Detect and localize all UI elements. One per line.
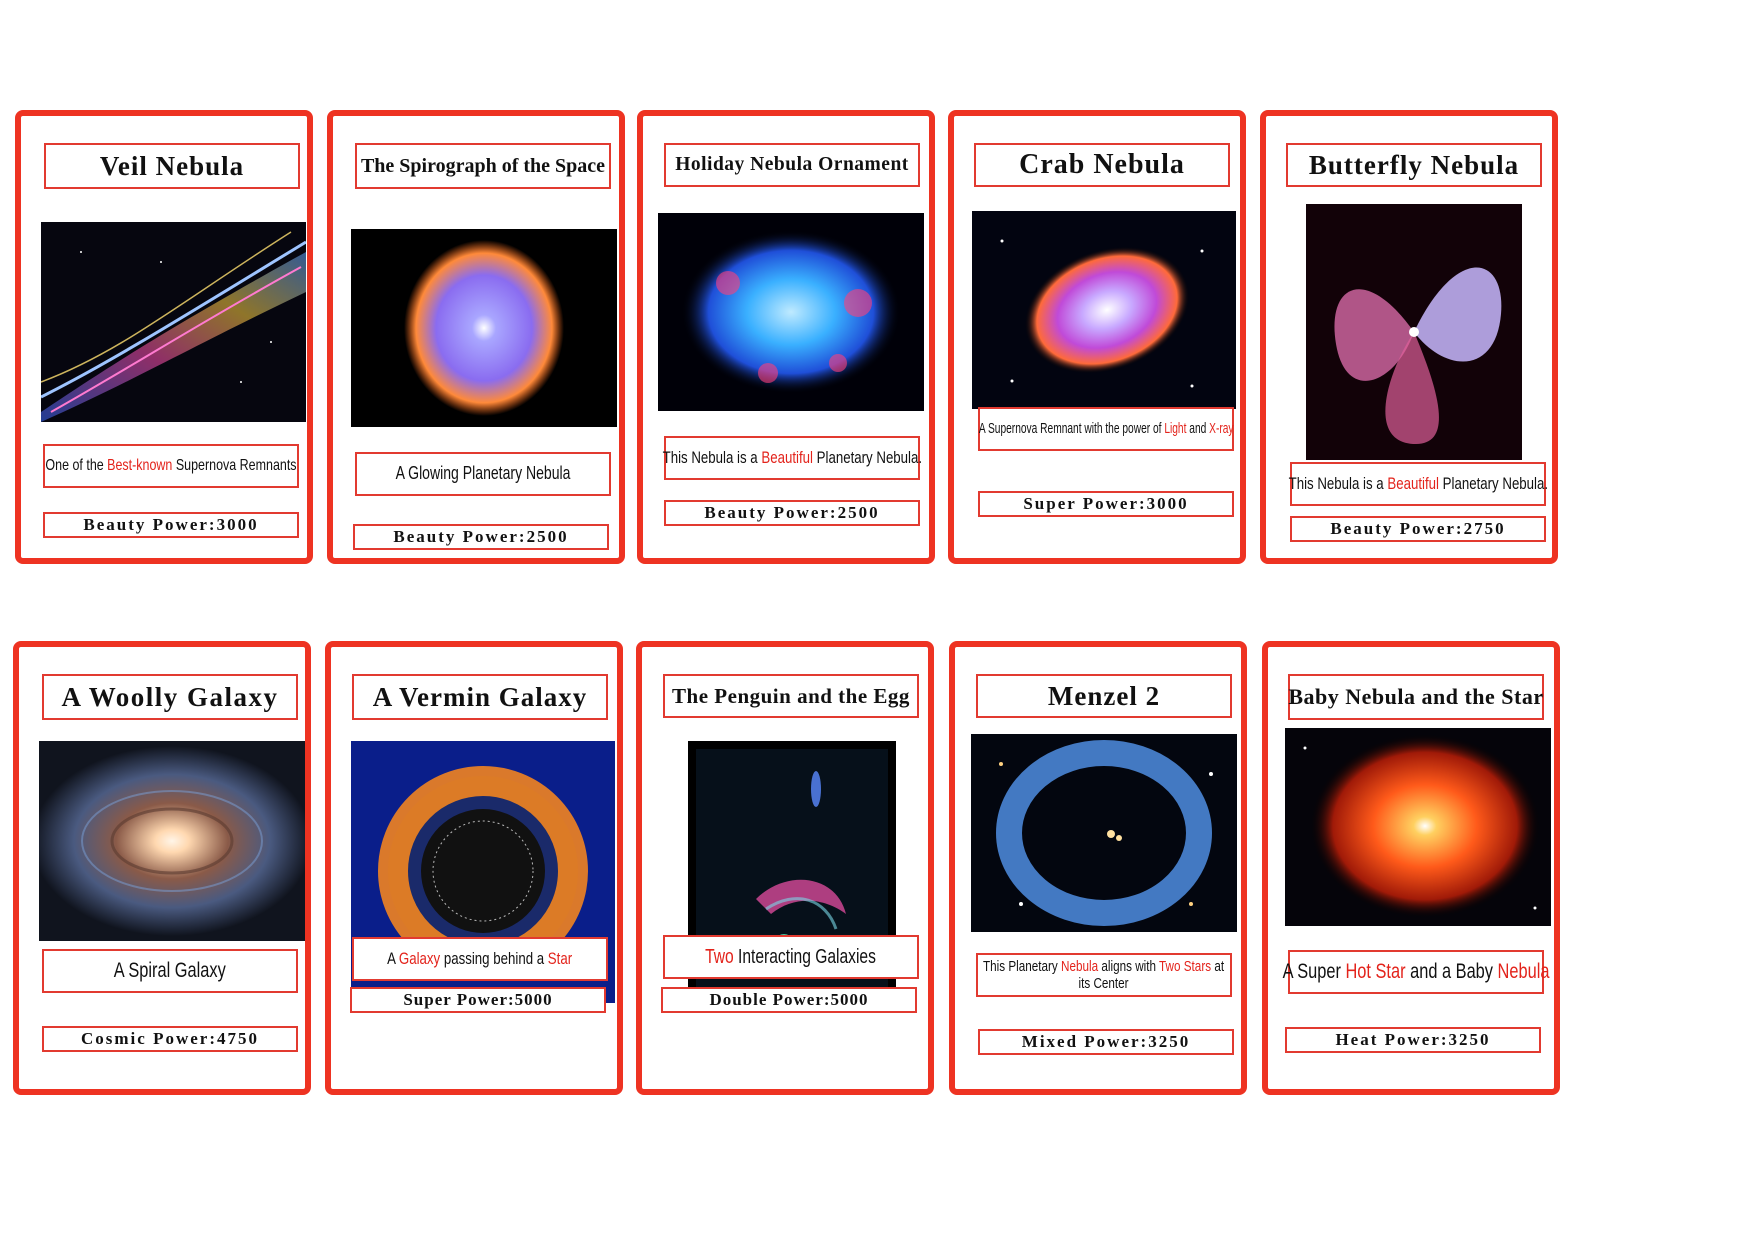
card-description: A Galaxy passing behind a Star <box>352 937 608 981</box>
card-image <box>658 213 924 411</box>
card-description: Two Interacting Galaxies <box>663 935 919 979</box>
card-power: Double Power:5000 <box>661 987 917 1013</box>
card-image <box>1306 204 1522 460</box>
card-power: Super Power:5000 <box>350 987 606 1013</box>
card-image <box>351 229 617 427</box>
card-menzel-2[interactable]: Menzel 2 This Planetary Nebula aligns wi… <box>949 641 1247 1095</box>
card-power: Cosmic Power:4750 <box>42 1026 298 1052</box>
card-image <box>1285 728 1551 926</box>
woolly-galaxy-image <box>39 741 305 941</box>
card-power: Beauty Power:2500 <box>353 524 609 550</box>
card-power: Beauty Power:2500 <box>664 500 920 526</box>
holiday-nebula-image <box>658 213 924 411</box>
card-penguin-egg[interactable]: The Penguin and the Egg Two Interacting … <box>636 641 934 1095</box>
card-power: Heat Power:3250 <box>1285 1027 1541 1053</box>
card-title: Veil Nebula <box>44 143 300 189</box>
card-power: Beauty Power:3000 <box>43 512 299 538</box>
card-power: Mixed Power:3250 <box>978 1029 1234 1055</box>
veil-nebula-image <box>41 222 306 422</box>
card-image <box>972 211 1236 409</box>
card-woolly-galaxy[interactable]: A Woolly Galaxy A Spiral Galaxy Cosmic P… <box>13 641 311 1095</box>
card-title: A Vermin Galaxy <box>352 674 608 720</box>
card-spirograph[interactable]: The Spirograph of the Space A Glowing Pl… <box>327 110 625 564</box>
card-description: A Glowing Planetary Nebula <box>355 452 611 496</box>
card-power: Beauty Power:2750 <box>1290 516 1546 542</box>
card-description: This Nebula is a Beautiful Planetary Neb… <box>662 436 922 480</box>
card-description: This Planetary Nebula aligns with Two St… <box>976 953 1232 997</box>
card-power: Super Power:3000 <box>978 491 1234 517</box>
card-title: Baby Nebula and the Star <box>1288 674 1544 720</box>
card-title: Butterfly Nebula <box>1286 143 1542 187</box>
card-image <box>971 734 1237 932</box>
card-veil-nebula[interactable]: Veil Nebula One of the Best-known Supern… <box>15 110 313 564</box>
card-description: A Super Hot Star and a Baby Nebula <box>1283 950 1549 994</box>
card-crab-nebula[interactable]: Crab Nebula A Supernova Remnant with the… <box>948 110 1246 564</box>
card-description: One of the Best-known Supernova Remnants <box>43 444 299 488</box>
card-title: Holiday Nebula Ornament <box>664 143 920 187</box>
baby-nebula-image <box>1285 728 1551 926</box>
menzel-2-image <box>971 734 1237 932</box>
card-vermin-galaxy[interactable]: A Vermin Galaxy A Galaxy passing behind … <box>325 641 623 1095</box>
card-description: This Nebula is a Beautiful Planetary Neb… <box>1288 462 1548 506</box>
card-title: Crab Nebula <box>974 143 1230 187</box>
card-image <box>39 741 305 941</box>
card-holiday-nebula[interactable]: Holiday Nebula Ornament This Nebula is a… <box>637 110 935 564</box>
card-title: Menzel 2 <box>976 674 1232 718</box>
card-title: The Spirograph of the Space <box>355 143 611 189</box>
card-description: A Spiral Galaxy <box>42 949 298 993</box>
card-image <box>41 222 306 422</box>
card-description: A Supernova Remnant with the power of Li… <box>978 407 1234 451</box>
card-title: A Woolly Galaxy <box>42 674 298 720</box>
butterfly-nebula-image <box>1306 204 1522 460</box>
card-butterfly-nebula[interactable]: Butterfly Nebula This Nebula is a Beauti… <box>1260 110 1558 564</box>
card-title: The Penguin and the Egg <box>663 674 919 718</box>
card-baby-nebula[interactable]: Baby Nebula and the Star A Super Hot Sta… <box>1262 641 1560 1095</box>
spirograph-nebula-image <box>351 229 617 427</box>
crab-nebula-image <box>972 211 1236 409</box>
